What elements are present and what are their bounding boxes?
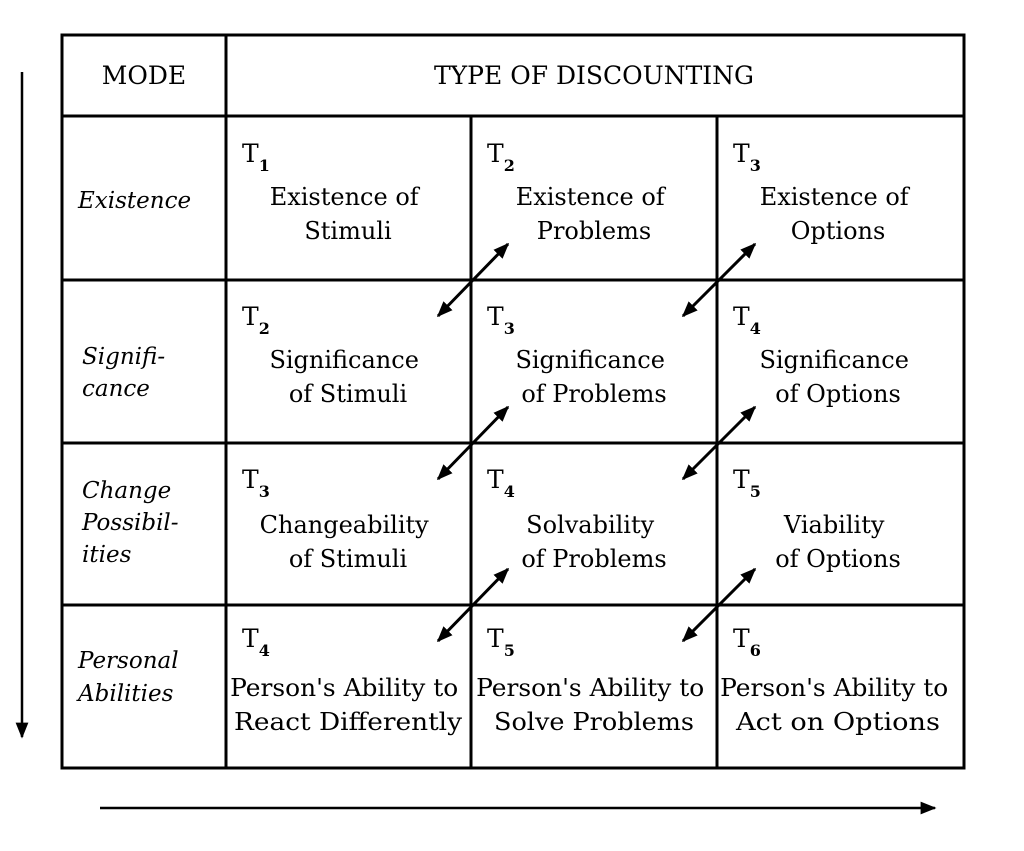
cell-changeability-of-stimuli: T3 Changeability of Stimuli [242,465,437,573]
mode-label-significance: Signifi- cance [82,344,172,402]
type-of-discounting-header: TYPE OF DISCOUNTING [434,61,754,90]
type-label: T2 [242,302,270,338]
type-label: T5 [487,624,515,660]
cell-solvability-of-problems: T4 Solvability of Problems [487,465,667,573]
double-arrow-icon [681,242,757,318]
cell-text: Existence of Problems [516,183,673,245]
cell-ability-to-act-on-options: T6 Person's Ability to Act on Options [720,624,956,736]
cell-significance-of-problems: T3 Significance of Problems [487,302,672,408]
type-label: T4 [242,624,270,660]
cell-text: Person's Ability to Act on Options [720,674,956,736]
type-label: T3 [733,139,761,175]
cell-text: Existence of Options [760,183,917,245]
cell-existence-of-options: T3 Existence of Options [733,139,917,245]
cell-existence-of-problems: T2 Existence of Problems [487,139,673,245]
type-label: T3 [487,302,515,338]
type-label: T3 [242,465,270,501]
double-arrow-icon [436,405,510,481]
type-label: T2 [487,139,515,175]
type-label: T4 [487,465,515,501]
cell-viability-of-options: T5 Viability of Options [733,465,901,573]
cell-ability-to-react-differently: T4 Person's Ability to React Differently [230,624,466,736]
mode-labels: Existence Signifi- cance Change Possibil… [76,188,191,707]
cell-text: Significance of Options [759,346,916,408]
cell-text: Significance of Stimuli [269,346,426,408]
cell-ability-to-solve-problems: T5 Person's Ability to Solve Problems [476,624,712,736]
mode-label-personal-abilities: Personal Abilities [76,648,186,707]
cell-text: Viability of Options [775,511,901,573]
cell-significance-of-options: T4 Significance of Options [733,302,916,408]
cell-text: Changeability of Stimuli [260,511,437,573]
type-label: T5 [733,465,761,501]
cell-text: Significance of Problems [515,346,672,408]
cell-text: Person's Ability to React Differently [230,674,466,736]
type-label: T4 [733,302,761,338]
type-label: T6 [733,624,761,660]
cell-text: Solvability of Problems [521,511,666,573]
cell-existence-of-stimuli: T1 Existence of Stimuli [242,139,427,245]
table-grid [60,33,966,770]
diagonal-arrows [436,242,757,643]
cell-text: Person's Ability to Solve Problems [476,674,712,736]
double-arrow-icon [681,567,757,643]
cell-text: Existence of Stimuli [270,183,427,245]
mode-label-existence: Existence [77,188,191,214]
type-label: T1 [242,139,270,175]
cell-significance-of-stimuli: T2 Significance of Stimuli [242,302,426,408]
mode-label-change-possibilities: Change Possibil- ities [81,478,186,568]
double-arrow-icon [436,567,510,643]
mode-header: MODE [102,61,186,90]
double-arrow-icon [436,242,510,318]
double-arrow-icon [681,405,757,481]
